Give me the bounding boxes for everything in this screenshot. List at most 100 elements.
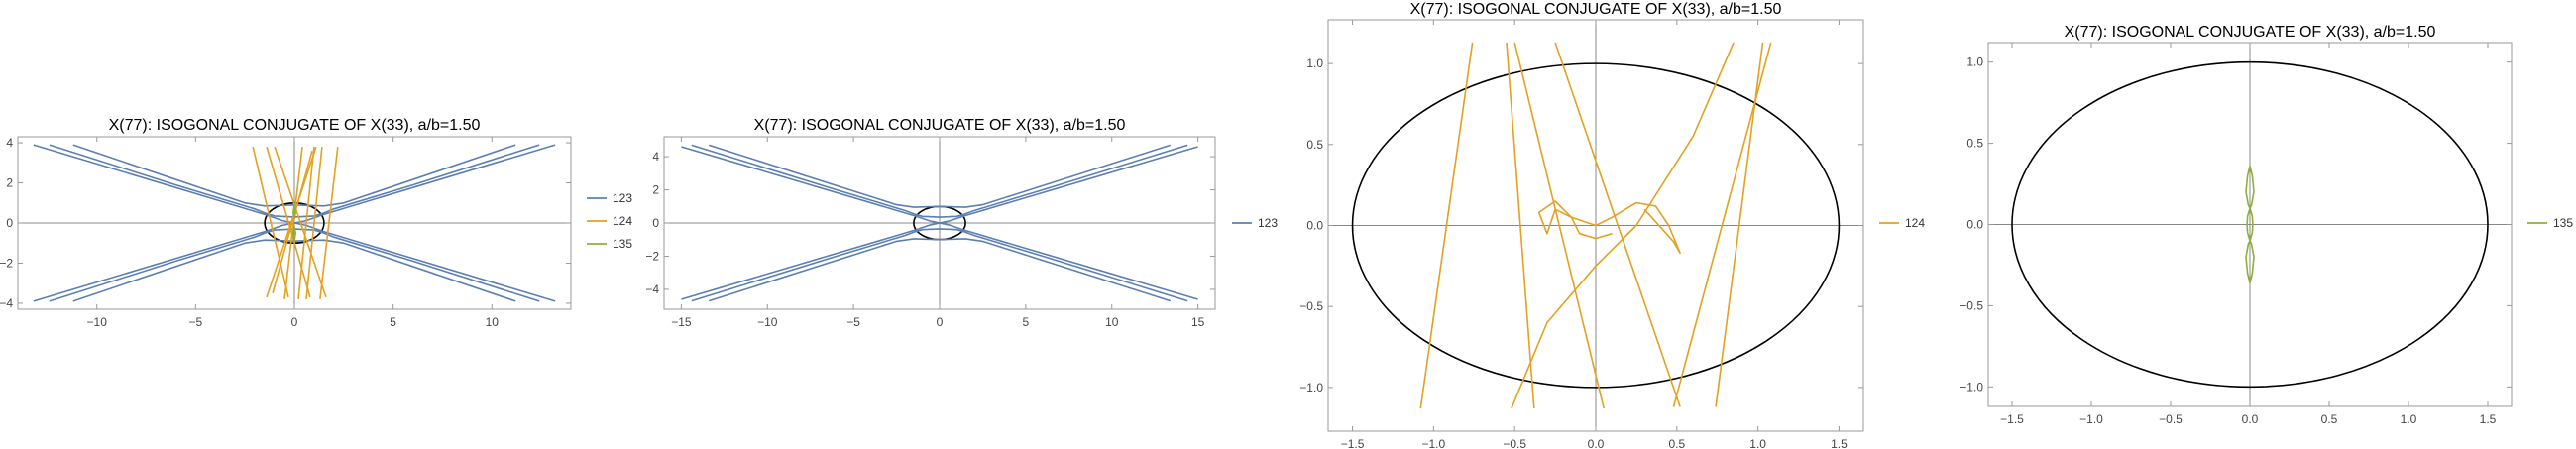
series-124-curve-7 bbox=[266, 146, 317, 298]
series-124-curve-1 bbox=[1419, 42, 1474, 409]
y-tick-label: −1.0 bbox=[1299, 381, 1323, 394]
plot-area bbox=[33, 144, 556, 302]
x-tick-label: −15 bbox=[671, 315, 692, 329]
y-tick-label: 4 bbox=[652, 150, 659, 164]
reference-ellipse bbox=[1351, 62, 1841, 389]
x-tick-label: −5 bbox=[846, 315, 860, 329]
y-tick-label: −2 bbox=[645, 249, 659, 263]
x-tick-label: 5 bbox=[390, 315, 396, 329]
series-135-curve-3 bbox=[2245, 240, 2255, 283]
series-135 bbox=[2245, 166, 2255, 283]
x-tick-label: 1.0 bbox=[1749, 437, 1766, 449]
series-124 bbox=[252, 146, 339, 299]
chart-title: X(77): ISOGONAL CONJUGATE OF X(33), a/b=… bbox=[754, 117, 1126, 134]
series-124-curve-1 bbox=[252, 146, 289, 298]
series-123-curve-2 bbox=[691, 228, 1188, 302]
x-tick-label: −1.0 bbox=[2079, 412, 2103, 426]
series-124-curve-7 bbox=[1511, 42, 1735, 409]
chart-panel-3: −1.5 −1.0 −0.5 0.0 0.5 1.0 1.5 −1.0 −0.5 0.0 0.5 1.… bbox=[1299, 1, 1925, 449]
x-tick-label: 0.5 bbox=[2321, 412, 2338, 426]
y-tick-label: 0.5 bbox=[1306, 138, 1323, 152]
chart-title: X(77): ISOGONAL CONJUGATE OF X(33), a/b=… bbox=[2065, 24, 2436, 41]
series-124-curve-3 bbox=[274, 146, 327, 298]
y-tick-label: −4 bbox=[645, 282, 659, 296]
series-124-curve-2 bbox=[1506, 42, 1535, 409]
plot-area bbox=[1351, 42, 1841, 409]
y-tick-label: 4 bbox=[6, 136, 13, 150]
series-123-curve-4 bbox=[33, 144, 556, 302]
chart-title: X(77): ISOGONAL CONJUGATE OF X(33), a/b=… bbox=[109, 117, 481, 134]
legend-label-123: 123 bbox=[613, 191, 632, 205]
plot-area bbox=[2011, 60, 2489, 389]
x-tick-label: −1.5 bbox=[2000, 412, 2024, 426]
x-tick-label: −10 bbox=[757, 315, 778, 329]
legend-label-123: 123 bbox=[1258, 216, 1278, 230]
x-tick-label: −0.5 bbox=[1503, 437, 1526, 449]
series-124-curve-4 bbox=[1513, 42, 1605, 409]
series-124-curve-3 bbox=[1554, 42, 1681, 407]
series-135-curve-1 bbox=[292, 204, 296, 220]
x-tick-label: 0 bbox=[291, 315, 298, 329]
x-tick-label: 10 bbox=[1105, 315, 1119, 329]
legend-label-124: 124 bbox=[613, 214, 632, 228]
y-tick-label: 2 bbox=[6, 176, 13, 190]
x-tick-label: 0.0 bbox=[1588, 437, 1605, 449]
series-124-curve-4 bbox=[283, 147, 303, 299]
chart-panel-2: −15 −10 −5 0 5 10 15 −4 −2 0 2 4 X(77): ISOGONAL CON… bbox=[645, 117, 1278, 329]
legend: 135 bbox=[2527, 216, 2573, 230]
x-tick-label: 0 bbox=[937, 315, 944, 329]
x-tick-label: 1.0 bbox=[2401, 412, 2417, 426]
series-123-curve-5 bbox=[708, 144, 1172, 208]
x-tick-label: 1.5 bbox=[2480, 412, 2497, 426]
legend-label-135: 135 bbox=[613, 237, 632, 251]
series-124-curve-9 bbox=[272, 150, 313, 294]
series-124-curve-6 bbox=[305, 147, 323, 299]
legend: 123 bbox=[1232, 216, 1278, 230]
y-tick-label: 2 bbox=[652, 183, 659, 197]
x-tick-label: 15 bbox=[1191, 315, 1205, 329]
series-123 bbox=[681, 144, 1198, 302]
legend-label-124: 124 bbox=[1905, 216, 1925, 230]
x-tick-label: 0.5 bbox=[1668, 437, 1685, 449]
series-124-curve-6 bbox=[1672, 42, 1772, 407]
series-124-curve-2 bbox=[266, 146, 311, 298]
y-tick-label: −4 bbox=[0, 296, 13, 310]
x-tick-label: −10 bbox=[87, 315, 108, 329]
y-tick-label: 0.5 bbox=[1966, 137, 1983, 151]
legend: 124 bbox=[1879, 216, 1925, 230]
y-tick-label: 0 bbox=[652, 216, 659, 230]
legend: 123 124 135 bbox=[587, 191, 632, 251]
x-tick-label: 1.5 bbox=[1831, 437, 1848, 449]
series-123-curve-4 bbox=[681, 146, 1198, 300]
x-tick-label: −1.5 bbox=[1341, 437, 1365, 449]
x-tick-label: 10 bbox=[486, 315, 500, 329]
series-124-curve-8 bbox=[1554, 201, 1681, 255]
series-135 bbox=[292, 204, 296, 242]
series-124-curve-5 bbox=[297, 147, 315, 299]
y-tick-label: 0.0 bbox=[1966, 218, 1983, 232]
legend-label-135: 135 bbox=[2553, 216, 2573, 230]
y-tick-label: −1.0 bbox=[1960, 380, 1983, 393]
y-tick-label: 0 bbox=[6, 216, 13, 230]
y-tick-label: 1.0 bbox=[1306, 56, 1323, 70]
y-tick-label: −0.5 bbox=[1299, 299, 1323, 313]
x-tick-label: −5 bbox=[189, 315, 203, 329]
series-124-curve-8 bbox=[319, 147, 339, 299]
x-tick-label: −0.5 bbox=[2159, 412, 2183, 426]
x-tick-label: −1.0 bbox=[1422, 437, 1446, 449]
series-124 bbox=[1419, 42, 1772, 409]
chart-panel-1: −10 −5 0 5 10 −4 −2 0 2 4 X(77): ISOGONAL CONJUGAT… bbox=[0, 117, 632, 329]
y-tick-label: −0.5 bbox=[1960, 298, 1983, 312]
series-135-curve-2 bbox=[292, 226, 296, 242]
reference-ellipse bbox=[2011, 60, 2489, 389]
chart-panel-4: −1.5 −1.0 −0.5 0.0 0.5 1.0 1.5 −1.0 −0.5 0.0 0.5 1.… bbox=[1960, 24, 2573, 426]
plot-area bbox=[681, 144, 1198, 302]
series-123-curve-6 bbox=[708, 238, 1172, 302]
y-tick-label: −2 bbox=[0, 256, 13, 270]
series-124-curve-9 bbox=[1537, 200, 1613, 240]
chart-title: X(77): ISOGONAL CONJUGATE OF X(33), a/b=… bbox=[1410, 1, 1782, 18]
x-tick-label: 5 bbox=[1023, 315, 1030, 329]
series-123-curve-1 bbox=[691, 144, 1188, 218]
y-tick-label: 0.0 bbox=[1306, 219, 1323, 233]
